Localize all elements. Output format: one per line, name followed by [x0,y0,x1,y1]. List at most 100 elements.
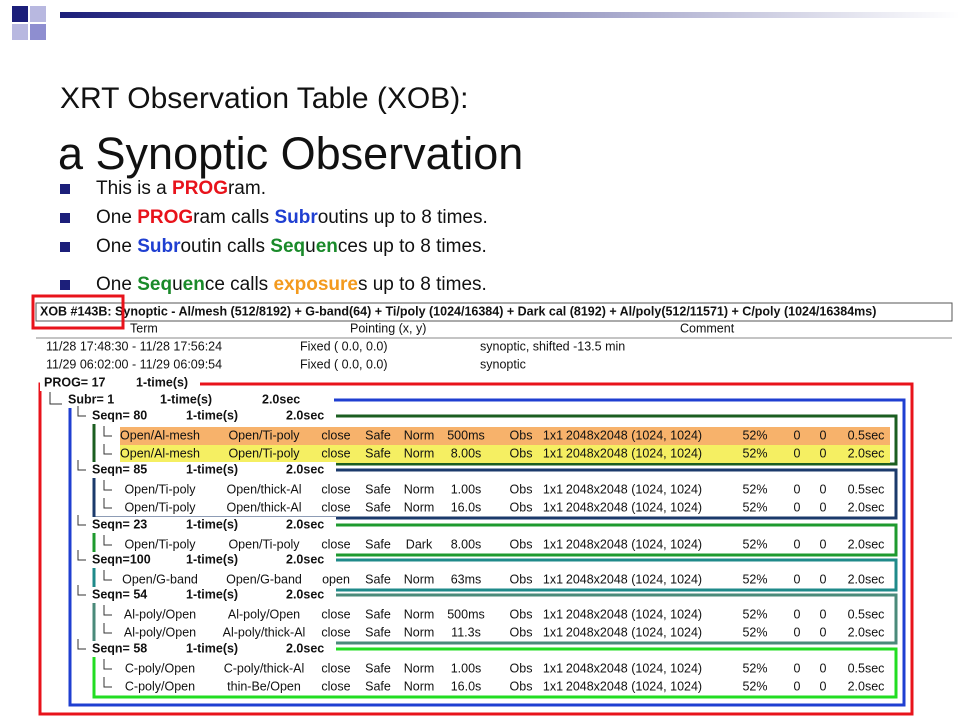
tree-line [103,677,112,688]
bullet-segment: One [96,274,137,295]
sequence-times: 1-time(s) [186,552,238,566]
sequence-box [92,558,898,592]
exposure-cell: Safe [365,625,391,639]
sequence-duration: 2.0sec [286,552,324,566]
sequence-times: 1-time(s) [186,517,238,531]
deco-square [30,6,46,22]
bullet: One Sequence calls exposures up to 8 tim… [96,274,487,295]
exposure-cell: close [321,625,350,639]
tree-line [103,426,112,437]
term-cell: 11/28 17:48:30 - 11/28 17:56:24 [46,339,222,353]
bullet-marker [60,213,70,223]
exposure-cell: 0 [794,446,801,460]
exposure-cell: Al-poly/thick-Al [223,625,306,639]
exposure-cell: close [321,661,350,675]
exposure-cell: 52% [742,500,767,514]
bullet-segment: Subr [274,207,318,228]
exposure-cell: 0.5sec [848,607,885,621]
term-cell: Fixed ( 0.0, 0.0) [300,357,388,371]
exposure-cell: 1x1 [543,661,563,675]
exposure-cell: 2.0sec [848,446,885,460]
exposure-cell: 63ms [451,572,482,586]
exposure-cell: 52% [742,572,767,586]
exposure-cell: 2.0sec [848,679,885,693]
exposure-cell: 2048x2048 (1024, 1024) [566,537,702,551]
exposure-cell: 2.0sec [848,537,885,551]
exposure-cell: Norm [404,572,435,586]
exposure-cell: Norm [404,482,435,496]
deco-bar [60,12,960,18]
exposure-cell: close [321,428,350,442]
bullet-segment: ces up to 8 times. [338,236,487,257]
exposure-cell: Dark [406,537,433,551]
exposure-cell: 0.5sec [848,661,885,675]
exposure-cell: Norm [404,607,435,621]
label-bg [86,641,336,657]
exposure-cell: Obs [510,428,533,442]
exposure-cell: 0 [794,625,801,639]
sequence-label: Seqn= 23 [92,517,147,531]
exposure-cell: 1x1 [543,482,563,496]
exposure-cell: 52% [742,428,767,442]
tree-line [103,605,112,616]
exposure-cell: Safe [365,500,391,514]
tree-line [103,480,112,491]
exposure-cell: 1.00s [451,661,482,675]
exposure-cell: 500ms [447,428,485,442]
tree-line [77,639,88,650]
tree-line [103,623,112,634]
exposure-cell: 52% [742,625,767,639]
exposure-cell: Open/Ti-poly [228,537,300,551]
column-header: Term [130,321,158,335]
sequence-label: Seqn= 80 [92,408,147,422]
exposure-cell: close [321,500,350,514]
title: XRT Observation Table (XOB): [60,82,469,115]
exposure-cell: 0.5sec [848,428,885,442]
exposure-cell: close [321,679,350,693]
exposure-cell: 0 [820,572,827,586]
exposure-cell: Safe [365,482,391,496]
exposure-cell: Open/Al-mesh [120,446,200,460]
exposure-cell: 0 [794,428,801,442]
exposure-cell: 1x1 [543,572,563,586]
bullet-marker [60,184,70,194]
subr-label: Subr= 1 [68,392,114,406]
tree-line [77,585,88,596]
exposure-cell: 2048x2048 (1024, 1024) [566,607,702,621]
sequence-duration: 2.0sec [286,462,324,476]
exposure-cell: Open/thick-Al [226,482,301,496]
exposure-cell: 0 [794,572,801,586]
exposure-cell: Norm [404,446,435,460]
bullet-segment: Seq [270,236,305,257]
exposure-cell: 0 [794,537,801,551]
prog-label: PROG= 17 [44,375,106,389]
exposure-cell: Open/Ti-poly [228,428,300,442]
exposure-cell: Norm [404,500,435,514]
tree-line [103,535,112,546]
exposure-cell: Al-poly/Open [124,625,196,639]
exposure-cell: 52% [742,679,767,693]
sequence-times: 1-time(s) [186,408,238,422]
sequence-box [92,414,898,466]
bullet-segment: en [316,236,338,257]
row-highlight [120,445,890,463]
label-bg [64,392,334,408]
bullet: This is a PROGram. [96,178,266,199]
label-bg [86,587,336,603]
exposure-cell: 52% [742,446,767,460]
exposure-cell: 0 [820,537,827,551]
exposure-cell: Open/Ti-poly [124,537,196,551]
exposure-cell: close [321,537,350,551]
bullet-segment: ram calls [193,207,274,228]
tree-line [103,659,112,670]
label-bg [86,408,336,424]
exposure-cell: Safe [365,537,391,551]
exposure-cell: 2.0sec [848,500,885,514]
exposure-cell: Safe [365,428,391,442]
exposure-cell: 1x1 [543,607,563,621]
sequence-duration: 2.0sec [286,587,324,601]
exposure-cell: 1.00s [451,482,482,496]
exposure-cell: Obs [510,607,533,621]
exposure-cell: 2048x2048 (1024, 1024) [566,500,702,514]
exposure-cell: C-poly/Open [125,679,195,693]
